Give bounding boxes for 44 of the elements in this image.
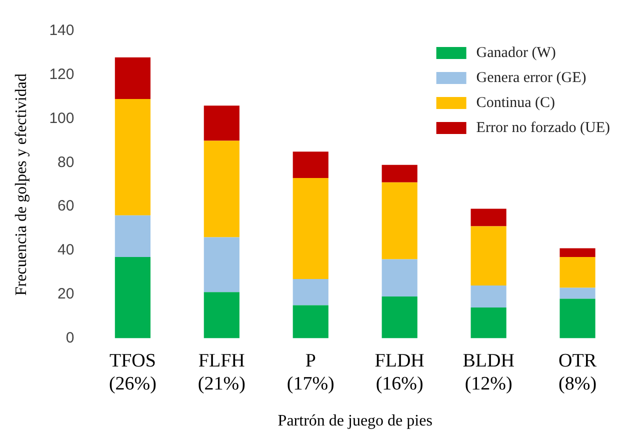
bar (292, 305, 328, 338)
x-tick-label: BLDH (12%) (462, 350, 515, 394)
bar (204, 140, 240, 238)
bar (114, 215, 150, 258)
x-tick-label: FLFH (21%) (198, 350, 246, 394)
bar (292, 278, 328, 306)
bar (560, 288, 596, 299)
y-tick-label: 60 (58, 198, 74, 215)
legend-label: Error no forzado (UE) (476, 120, 610, 136)
y-tick-label: 0 (66, 329, 74, 346)
y-tick-label: 120 (49, 66, 74, 84)
bar (204, 237, 240, 292)
bar (292, 152, 328, 178)
y-tick-label: 80 (58, 154, 74, 171)
bar (560, 248, 596, 258)
x-tick-label: TFOS (26%) (108, 350, 156, 394)
legend-label: Ganador (W) (476, 44, 556, 61)
y-tick-label: 40 (58, 242, 74, 259)
bar (204, 106, 240, 141)
bar (470, 208, 506, 226)
bar (560, 298, 596, 338)
x-tick-label: OTR (8%) (558, 350, 597, 394)
bar (470, 286, 506, 308)
bar (292, 178, 328, 279)
bar (382, 259, 418, 297)
bar (382, 164, 418, 182)
y-tick-label: 140 (49, 22, 74, 40)
legend-label: Genera error (GE) (476, 70, 586, 86)
bar (114, 257, 150, 338)
x-tick-label: P (17%) (286, 350, 334, 394)
bar (204, 292, 240, 338)
bar (470, 307, 506, 338)
bar (114, 99, 150, 216)
bar (470, 226, 506, 286)
x-axis-title: Partrón de juego de pies (278, 412, 432, 430)
y-tick-label: 100 (49, 110, 74, 127)
bar (382, 182, 418, 260)
y-tick-label: 20 (58, 285, 74, 302)
x-tick-label: FLDH (16%) (374, 350, 425, 394)
bar (382, 296, 418, 338)
legend-label: Continua (C) (476, 94, 556, 111)
y-axis-title: Frecuencia de golpes y efectividad (12, 74, 30, 296)
bar (114, 57, 150, 100)
bar (560, 257, 596, 288)
